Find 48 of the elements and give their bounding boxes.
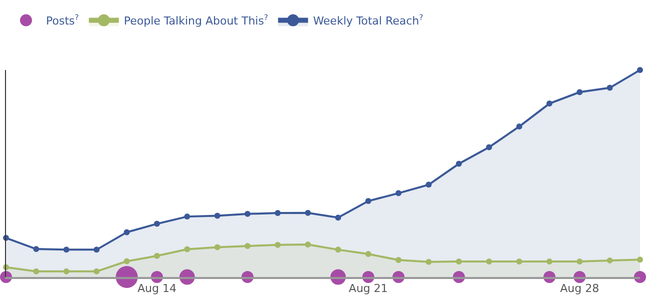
point [94,268,100,274]
point [365,251,372,258]
point [33,268,40,274]
point [395,257,402,264]
point [395,190,402,196]
point [184,214,190,220]
point [184,246,190,252]
point [546,100,552,107]
point [304,242,311,248]
point [637,67,643,73]
x-tick-label: Aug 14 [137,282,176,296]
point [426,182,432,188]
x-tick-label: Aug 28 [560,282,600,296]
point [154,252,160,259]
point [486,144,492,150]
point [486,258,492,264]
point [516,124,522,130]
legend-label: People Talking About This$^{?}$ [124,12,268,28]
legend-label: Posts$^{?}$ [46,12,79,28]
point [94,246,100,253]
point [637,256,643,263]
point [154,220,160,227]
point [576,258,583,264]
point [606,257,613,264]
point [214,244,220,250]
point [546,258,552,264]
point [274,242,281,248]
point [244,242,251,249]
x-tick-label: Aug 21 [348,282,388,296]
legend-label: Weekly Total Reach$^{?}$ [313,12,424,28]
point [516,258,522,264]
point [426,258,432,265]
point [335,214,342,221]
point [456,258,462,264]
point [335,246,342,253]
point [304,210,311,216]
point [244,210,251,217]
point [33,246,40,252]
point [274,210,281,216]
point [456,160,462,167]
point [63,246,70,253]
point [214,212,220,219]
point [63,268,70,274]
point [576,89,583,96]
point [606,84,613,91]
point [365,198,372,204]
point [124,258,130,264]
point [124,229,130,236]
